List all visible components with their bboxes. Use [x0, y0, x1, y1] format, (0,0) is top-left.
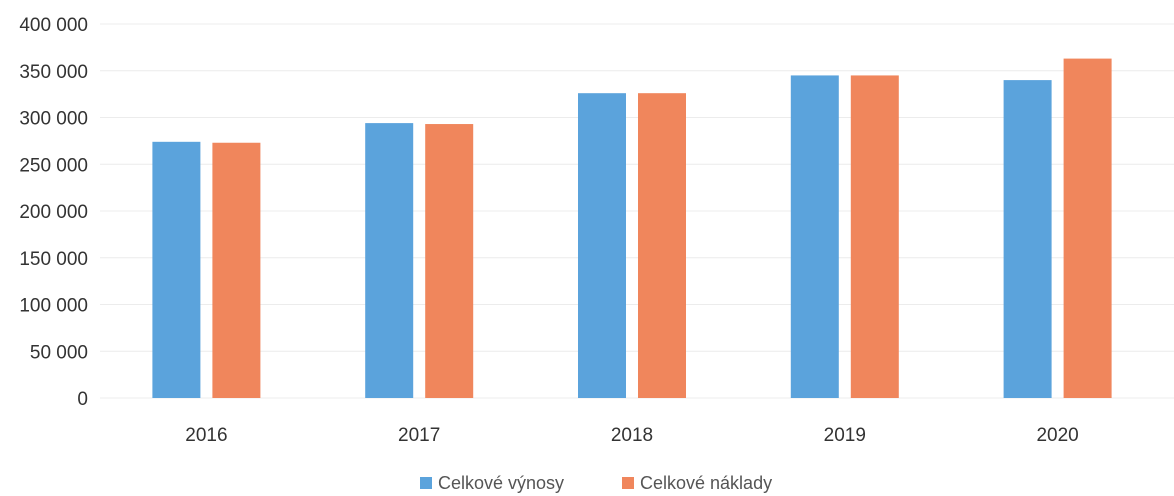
bar-naklady-2016 — [212, 142, 261, 398]
y-tick-label: 0 — [77, 389, 88, 410]
gridlines — [100, 23, 1174, 399]
y-tick-label: 300 000 — [19, 109, 88, 130]
bar-vynosy-2018 — [578, 93, 626, 398]
bar-vynosy-2016 — [152, 141, 201, 398]
legend-label: Celkové výnosy — [438, 473, 564, 493]
x-category-label: 2018 — [611, 425, 653, 446]
x-category-label: 2020 — [1036, 425, 1078, 446]
x-category-label: 2019 — [824, 425, 866, 446]
bar-naklady-2020 — [1063, 58, 1112, 398]
y-tick-label: 200 000 — [19, 202, 88, 223]
legend-swatch — [420, 477, 432, 489]
y-tick-label: 50 000 — [30, 342, 88, 363]
x-axis-categories: 2016 2017 2018 2019 2020 — [185, 425, 1078, 446]
bar-naklady-2017 — [425, 124, 474, 399]
bar-vynosy-2017 — [365, 123, 414, 399]
x-category-label: 2016 — [185, 425, 227, 446]
bar-naklady-2018 — [638, 93, 686, 398]
bar-vynosy-2019 — [790, 75, 839, 399]
bar-naklady-2019 — [850, 75, 899, 399]
y-tick-label: 350 000 — [19, 62, 88, 83]
y-tick-label: 150 000 — [19, 249, 88, 270]
legend-swatch — [622, 477, 634, 489]
legend-label: Celkové náklady — [640, 473, 772, 493]
x-category-label: 2017 — [398, 425, 440, 446]
bars — [152, 58, 1112, 399]
y-tick-label: 250 000 — [19, 155, 88, 176]
bar-vynosy-2020 — [1003, 80, 1052, 398]
y-tick-label: 100 000 — [19, 296, 88, 317]
y-axis-ticks: 0 50 000 100 000 150 000 200 000 250 000 300 0… — [19, 15, 88, 410]
legend: Celkové výnosy Celkové náklady — [420, 473, 772, 493]
y-tick-label: 400 000 — [19, 15, 88, 36]
